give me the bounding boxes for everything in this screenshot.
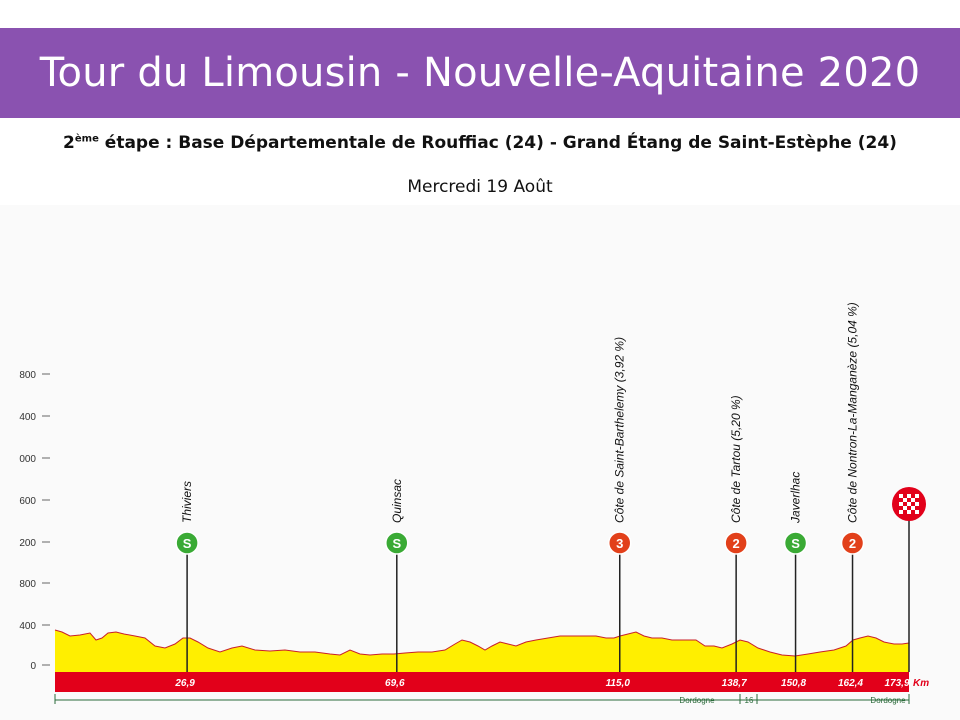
finish-checker — [911, 506, 915, 510]
badge-label: 2 — [849, 536, 856, 551]
page-title: Tour du Limousin - Nouvelle-Aquitaine 20… — [39, 50, 921, 96]
badge-label: S — [183, 536, 192, 551]
climb-marker: 2 Côte de Tartou (5,20 %) — [724, 395, 748, 672]
finish-checker — [907, 494, 911, 498]
finish-checker — [903, 498, 907, 502]
y-tick-label: 400 — [19, 621, 36, 632]
finish-checker — [915, 494, 919, 498]
finish-marker — [892, 487, 926, 672]
department-line: Dordogne 16 Dordogne — [54, 694, 910, 705]
place-name: Côte de Saint-Barthelemy (3,92 %) — [613, 337, 627, 523]
finish-checker — [915, 510, 919, 514]
finish-checker — [915, 502, 919, 506]
km-marker-label: 150,8 — [781, 678, 806, 689]
stage-date: Mercredi 19 Août — [407, 177, 553, 197]
km-marker-label: 162,4 — [838, 678, 863, 689]
place-name: Côte de Nontron-La-Manganèze (5,04 %) — [846, 302, 860, 523]
y-tick-label: 800 — [19, 370, 36, 381]
department-left-label: Dordogne — [679, 696, 715, 705]
finish-checker — [899, 502, 903, 506]
badge-label: S — [392, 536, 401, 551]
stage-subtitle: 2ème étape : Base Départementale de Rouf… — [0, 133, 960, 153]
terrain-profile — [55, 630, 909, 672]
finish-checker — [899, 494, 903, 498]
department-number-label: 16 — [745, 696, 754, 705]
place-name: Quinsac — [390, 479, 404, 523]
finish-checker — [907, 510, 911, 514]
climb-badge-icon — [840, 531, 865, 555]
route-points: S Thiviers 26,9 S Quinsac 69,6 3 Côte de Saint-… — [174, 302, 929, 689]
km-marker-label: 26,9 — [174, 678, 195, 689]
y-tick-label: 0 — [30, 661, 36, 672]
climb-marker: 2 Côte de Nontron-La-Manganèze (5,04 %) — [840, 302, 865, 672]
y-tick-label: 400 — [19, 412, 36, 423]
stage-number: 2 — [63, 133, 75, 153]
place-name: Thiviers — [180, 481, 194, 523]
sprint-marker: S Javerlhac — [783, 472, 808, 672]
climb-marker: 3 Côte de Saint-Barthelemy (3,92 %) — [607, 337, 632, 672]
km-marker-label: 69,6 — [385, 678, 405, 689]
km-marker-label: 173,9 — [884, 678, 909, 689]
finish-checker — [911, 498, 915, 502]
title-banner: Tour du Limousin - Nouvelle-Aquitaine 20… — [0, 28, 960, 118]
badge-label: S — [791, 536, 800, 551]
place-name: Côte de Tartou (5,20 %) — [729, 395, 743, 523]
climb-badge-icon — [724, 531, 748, 555]
badge-label: 3 — [616, 536, 623, 551]
finish-checker — [899, 510, 903, 514]
sprint-marker: S Thiviers — [175, 481, 199, 672]
place-name: Javerlhac — [789, 472, 803, 524]
finish-checker — [903, 506, 907, 510]
km-bar — [55, 672, 909, 692]
sprint-badge-icon — [783, 531, 808, 555]
y-tick-label: 600 — [19, 496, 36, 507]
y-axis: 800 400 000 600 200 800 400 0 — [19, 370, 50, 672]
finish-checker — [907, 502, 911, 506]
y-tick-label: 800 — [19, 579, 36, 590]
sprint-marker: S Quinsac — [385, 479, 409, 672]
y-tick-label: 000 — [19, 454, 36, 465]
sprint-badge-icon — [175, 531, 199, 555]
terrain-outline — [54, 629, 910, 657]
stage-route: étape : Base Départementale de Rouffiac … — [98, 133, 897, 153]
badge-label: 2 — [733, 536, 740, 551]
profile-background — [0, 205, 960, 720]
km-unit-label: Km — [913, 678, 929, 689]
sprint-badge-icon — [385, 531, 409, 555]
stage-suffix: ème — [74, 133, 99, 145]
department-right-label: Dordogne — [870, 696, 906, 705]
y-tick-label: 200 — [19, 538, 36, 549]
km-marker-label: 138,7 — [722, 678, 747, 689]
climb-badge-icon — [607, 531, 632, 555]
km-marker-label: 115,0 — [606, 678, 631, 689]
